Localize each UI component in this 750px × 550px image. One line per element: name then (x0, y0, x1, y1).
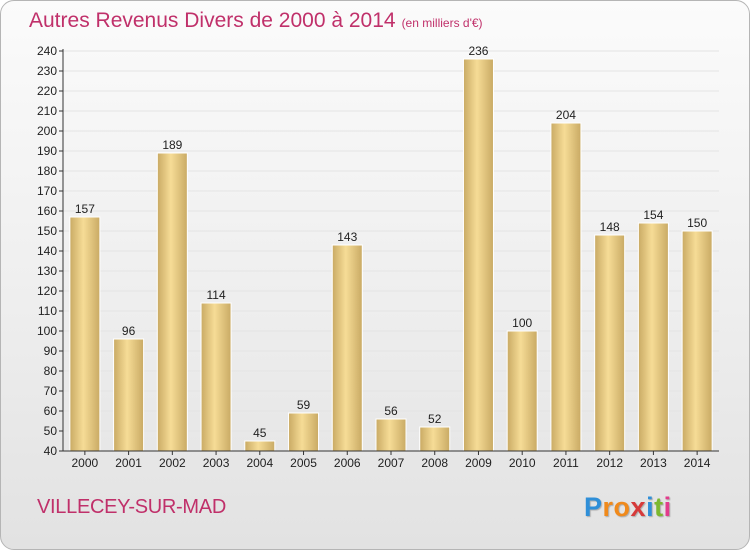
y-tick-label: 240 (37, 44, 57, 58)
y-tick-label: 120 (37, 284, 57, 298)
bar (419, 426, 451, 452)
y-tick-label: 170 (37, 184, 57, 198)
y-tick-label: 200 (37, 124, 57, 138)
bar (637, 222, 669, 452)
data-label: 59 (297, 398, 311, 412)
bar (244, 440, 276, 452)
data-label: 204 (556, 108, 576, 122)
bar (506, 330, 538, 452)
x-tick-label: 2002 (159, 456, 186, 470)
commune-name: VILLECEY-SUR-MAD (37, 496, 226, 518)
bars (69, 58, 713, 452)
logo-letter: P (584, 492, 603, 522)
y-tick-label: 160 (37, 204, 57, 218)
bar (375, 418, 407, 452)
logo-letter: x (630, 492, 647, 522)
x-tick-label: 2009 (465, 456, 492, 470)
y-tick-label: 70 (44, 384, 58, 398)
y-tick-label: 110 (38, 304, 57, 318)
data-label: 45 (253, 426, 267, 440)
x-tick-label: 2011 (553, 456, 579, 470)
labels: 40 50 60 70 80 90 100 110 120 130 140 150 160 170 180 1… (37, 44, 711, 470)
data-label: 148 (600, 220, 620, 234)
x-tick-label: 2013 (640, 456, 667, 470)
logo-letter: o (613, 492, 631, 522)
x-tick-label: 2003 (203, 456, 230, 470)
bar (69, 216, 101, 452)
data-label: 52 (428, 412, 442, 426)
x-tick-label: 2006 (334, 456, 361, 470)
bar (462, 58, 494, 452)
logo-letter: r (602, 492, 614, 522)
bar (288, 412, 320, 452)
bar (681, 230, 713, 452)
data-label: 143 (337, 230, 357, 244)
y-tick-label: 60 (44, 404, 58, 418)
logo-letter: i (646, 492, 655, 522)
chart-title: Autres Revenus Divers de 2000 à 2014 (en … (29, 9, 483, 33)
y-tick-label: 100 (37, 324, 57, 338)
y-tick-label: 190 (37, 144, 57, 158)
bar (156, 152, 188, 452)
axes (59, 49, 719, 455)
chart-title-main: Autres Revenus Divers de 2000 à 2014 (29, 9, 396, 32)
x-tick-label: 2010 (509, 456, 536, 470)
x-tick-label: 2007 (378, 456, 405, 470)
x-tick-label: 2008 (421, 456, 448, 470)
y-tick-label: 140 (37, 244, 57, 258)
data-label: 96 (122, 324, 136, 338)
x-tick-label: 2001 (115, 456, 142, 470)
chart-subtitle: (en milliers d'€) (401, 16, 483, 30)
y-tick-label: 210 (37, 104, 57, 118)
bar (200, 302, 232, 452)
x-tick-label: 2014 (684, 456, 711, 470)
proxiti-logo[interactable]: Proxiti (584, 492, 672, 523)
data-label: 154 (643, 208, 663, 222)
x-tick-label: 2004 (246, 456, 273, 470)
data-label: 236 (468, 44, 488, 58)
y-tick-label: 50 (44, 424, 58, 438)
bar (331, 244, 363, 452)
y-tick-label: 150 (37, 224, 57, 238)
bar (550, 122, 582, 452)
y-tick-label: 230 (37, 64, 57, 78)
data-label: 157 (75, 202, 95, 216)
logo-letter: t (654, 492, 664, 522)
x-tick-label: 2000 (72, 456, 99, 470)
y-tick-label: 130 (37, 264, 57, 278)
bar (113, 338, 145, 452)
data-label: 150 (687, 216, 707, 230)
data-label: 114 (206, 288, 225, 302)
y-tick-label: 80 (44, 364, 58, 378)
y-tick-label: 180 (37, 164, 57, 178)
x-tick-label: 2012 (596, 456, 623, 470)
y-tick-label: 40 (44, 444, 58, 458)
logo-letter: i (663, 492, 672, 522)
y-tick-label: 90 (44, 344, 58, 358)
x-tick-label: 2005 (290, 456, 317, 470)
bar (594, 234, 626, 452)
y-tick-label: 220 (37, 84, 57, 98)
data-label: 189 (162, 138, 182, 152)
data-label: 56 (384, 404, 398, 418)
data-label: 100 (512, 316, 532, 330)
